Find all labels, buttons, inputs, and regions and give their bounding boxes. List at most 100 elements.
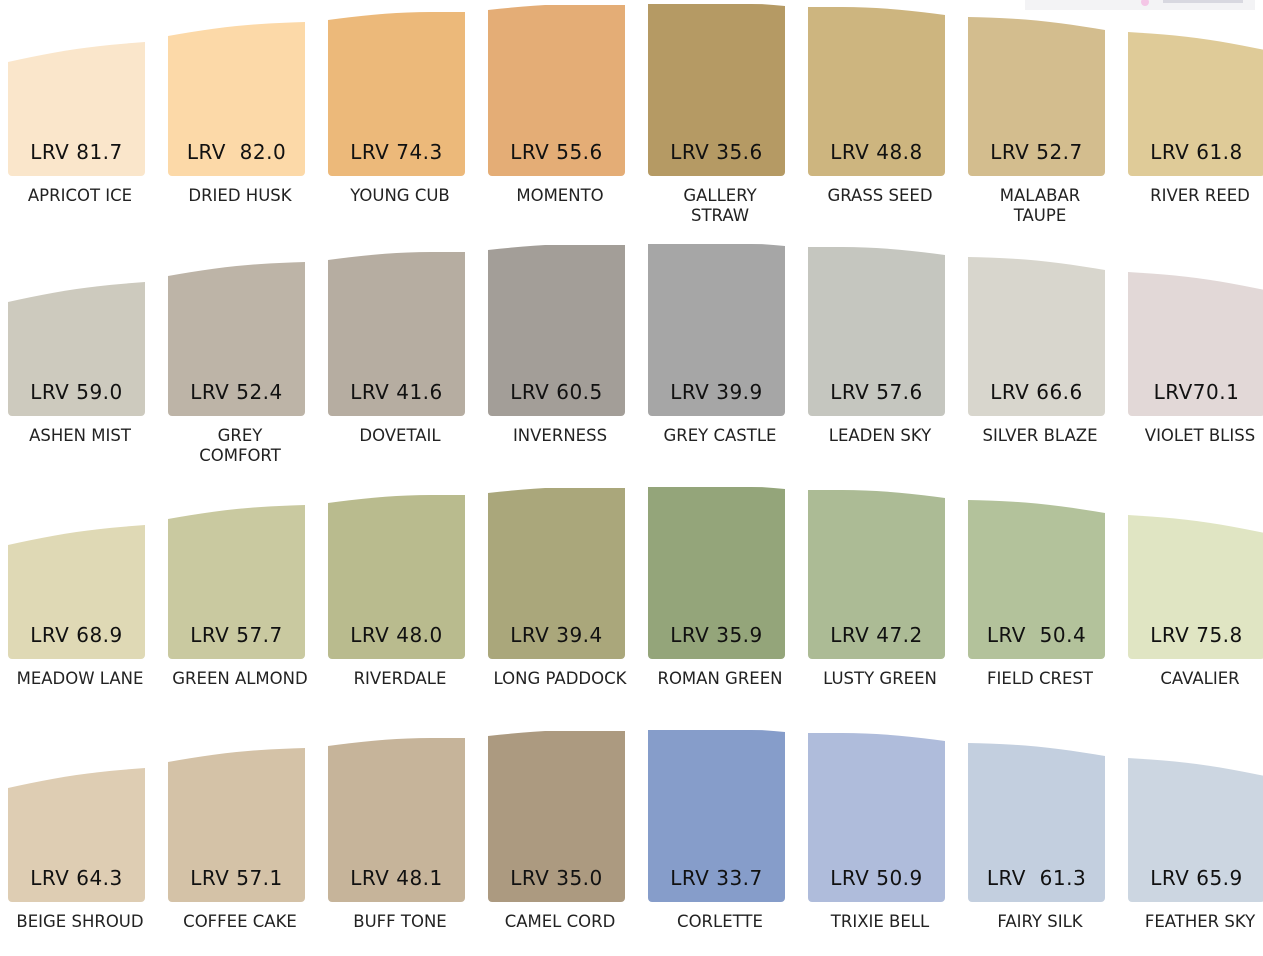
colour-swatch-card[interactable]: LRV 41.6 DOVETAIL: [320, 240, 480, 470]
colour-name: RIVERDALE: [353, 669, 447, 688]
colour-name: FIELD CREST: [987, 669, 1093, 688]
colour-name: CAMEL CORD: [504, 912, 616, 931]
lrv-value: LRV 52.4: [190, 380, 283, 404]
colour-name: LEADEN SKY: [828, 426, 932, 445]
colour-swatch-card[interactable]: LRV 52.7 MALABAR TAUPE: [960, 0, 1120, 230]
colour-name: BUFF TONE: [353, 912, 447, 931]
swatch-row: LRV 59.0 ASHEN MIST LRV 52.4 GREY COMFORT LR…: [0, 240, 1263, 470]
colour-name: GREY COMFORT: [199, 426, 281, 465]
colour-swatch-card[interactable]: LRV 82.0 DRIED HUSK: [160, 0, 320, 230]
colour-chip: [1128, 32, 1263, 176]
colour-chip: [488, 731, 625, 902]
lrv-value: LRV 57.1: [190, 866, 283, 890]
lrv-value: LRV 33.7: [670, 866, 763, 890]
colour-swatch-card[interactable]: LRV 35.0 CAMEL CORD: [480, 726, 640, 956]
colour-swatch-card[interactable]: LRV 60.5 INVERNESS: [480, 240, 640, 470]
colour-chip: [8, 525, 145, 659]
colour-swatch-card[interactable]: LRV 61.3 FAIRY SILK: [960, 726, 1120, 956]
colour-swatch-card[interactable]: LRV 65.9 FEATHER SKY: [1120, 726, 1263, 956]
colour-swatch-card[interactable]: LRV 68.9 MEADOW LANE: [0, 483, 160, 713]
colour-name: INVERNESS: [512, 426, 608, 445]
lrv-value: LRV 57.7: [190, 623, 283, 647]
colour-swatch-card[interactable]: LRV 33.7 CORLETTE: [640, 726, 800, 956]
brand-logo-fragment: [1025, 0, 1255, 16]
colour-swatch-card[interactable]: LRV 50.4 FIELD CREST: [960, 483, 1120, 713]
colour-chip: [168, 262, 305, 416]
colour-name: MEADOW LANE: [16, 669, 144, 688]
colour-chip: [328, 12, 465, 176]
lrv-value: LRV 48.1: [350, 866, 443, 890]
colour-chip: [648, 4, 785, 176]
colour-chip: [168, 505, 305, 659]
lrv-value: LRV 52.7: [990, 140, 1083, 164]
colour-swatch-card[interactable]: LRV 59.0 ASHEN MIST: [0, 240, 160, 470]
colour-swatch-card[interactable]: LRV 81.7 APRICOT ICE: [0, 0, 160, 230]
colour-swatch-card[interactable]: LRV 47.2 LUSTY GREEN: [800, 483, 960, 713]
colour-chip: [808, 247, 945, 416]
lrv-value: LRV 35.9: [670, 623, 763, 647]
lrv-value: LRV 66.6: [990, 380, 1083, 404]
colour-name: TRIXIE BELL: [830, 912, 930, 931]
colour-swatch-card[interactable]: LRV 55.6 MOMENTO: [480, 0, 640, 230]
colour-swatch-card[interactable]: LRV 57.1 COFFEE CAKE: [160, 726, 320, 956]
colour-chip: [968, 17, 1105, 176]
colour-name: CORLETTE: [677, 912, 763, 931]
colour-chip: [488, 488, 625, 659]
colour-chip: [968, 257, 1105, 416]
lrv-value: LRV 47.2: [830, 623, 923, 647]
colour-name: ROMAN GREEN: [657, 669, 783, 688]
colour-chip: [168, 748, 305, 902]
colour-name: LUSTY GREEN: [823, 669, 937, 688]
colour-swatch-card[interactable]: LRV 35.9 ROMAN GREEN: [640, 483, 800, 713]
colour-swatch-card[interactable]: LRV 50.9 TRIXIE BELL: [800, 726, 960, 956]
colour-chip: [488, 5, 625, 176]
colour-name: MOMENTO: [516, 186, 604, 205]
lrv-value: LRV 55.6: [510, 140, 603, 164]
lrv-value: LRV 50.9: [830, 866, 923, 890]
lrv-value: LRV 75.8: [1150, 623, 1243, 647]
lrv-value: LRV70.1: [1153, 380, 1240, 404]
colour-chip: [488, 245, 625, 416]
colour-swatch-grid: LRV 81.7 APRICOT ICE LRV 82.0 DRIED HUSK LRV…: [0, 0, 1263, 931]
lrv-value: LRV 39.9: [670, 380, 763, 404]
colour-swatch-card[interactable]: LRV 64.3 BEIGE SHROUD: [0, 726, 160, 956]
lrv-value: LRV 61.8: [1150, 140, 1243, 164]
colour-swatch-card[interactable]: LRV 35.6 GALLERY STRAW: [640, 0, 800, 230]
colour-name: BEIGE SHROUD: [16, 912, 144, 931]
colour-name: DOVETAIL: [359, 426, 441, 445]
colour-name: APRICOT ICE: [27, 186, 133, 205]
colour-swatch-card[interactable]: LRV 61.8 RIVER REED: [1120, 0, 1263, 230]
colour-chip: [168, 22, 305, 176]
colour-chip: [808, 733, 945, 902]
lrv-value: LRV 68.9: [30, 623, 123, 647]
lrv-value: LRV 64.3: [30, 866, 123, 890]
colour-chip: [328, 738, 465, 902]
colour-swatch-card[interactable]: LRV 39.9 GREY CASTLE: [640, 240, 800, 470]
colour-swatch-card[interactable]: LRV 52.4 GREY COMFORT: [160, 240, 320, 470]
colour-swatch-card[interactable]: LRV70.1 VIOLET BLISS: [1120, 240, 1263, 470]
colour-swatch-card[interactable]: LRV 48.8 GRASS SEED: [800, 0, 960, 230]
lrv-value: LRV 48.8: [830, 140, 923, 164]
colour-swatch-card[interactable]: LRV 75.8 CAVALIER: [1120, 483, 1263, 713]
colour-name: FEATHER SKY: [1144, 912, 1256, 931]
colour-swatch-card[interactable]: LRV 48.1 BUFF TONE: [320, 726, 480, 956]
lrv-value: LRV 74.3: [350, 140, 443, 164]
colour-name: GREY CASTLE: [663, 426, 777, 445]
colour-chip: [648, 730, 785, 902]
colour-chip: [8, 42, 145, 176]
colour-swatch-card[interactable]: LRV 57.7 GREEN ALMOND: [160, 483, 320, 713]
lrv-value: LRV 39.4: [510, 623, 603, 647]
colour-swatch-card[interactable]: LRV 39.4 LONG PADDOCK: [480, 483, 640, 713]
lrv-value: LRV 57.6: [830, 380, 923, 404]
colour-name: DRIED HUSK: [188, 186, 292, 205]
colour-swatch-card[interactable]: LRV 57.6 LEADEN SKY: [800, 240, 960, 470]
colour-chip: [8, 282, 145, 416]
colour-name: GALLERY STRAW: [683, 186, 757, 225]
colour-swatch-card[interactable]: LRV 66.6 SILVER BLAZE: [960, 240, 1120, 470]
colour-chip: [648, 487, 785, 659]
colour-name: RIVER REED: [1150, 186, 1250, 205]
colour-swatch-card[interactable]: LRV 74.3 YOUNG CUB: [320, 0, 480, 230]
swatch-row: LRV 81.7 APRICOT ICE LRV 82.0 DRIED HUSK LRV…: [0, 0, 1263, 230]
colour-swatch-card[interactable]: LRV 48.0 RIVERDALE: [320, 483, 480, 713]
colour-name: VIOLET BLISS: [1144, 426, 1256, 445]
